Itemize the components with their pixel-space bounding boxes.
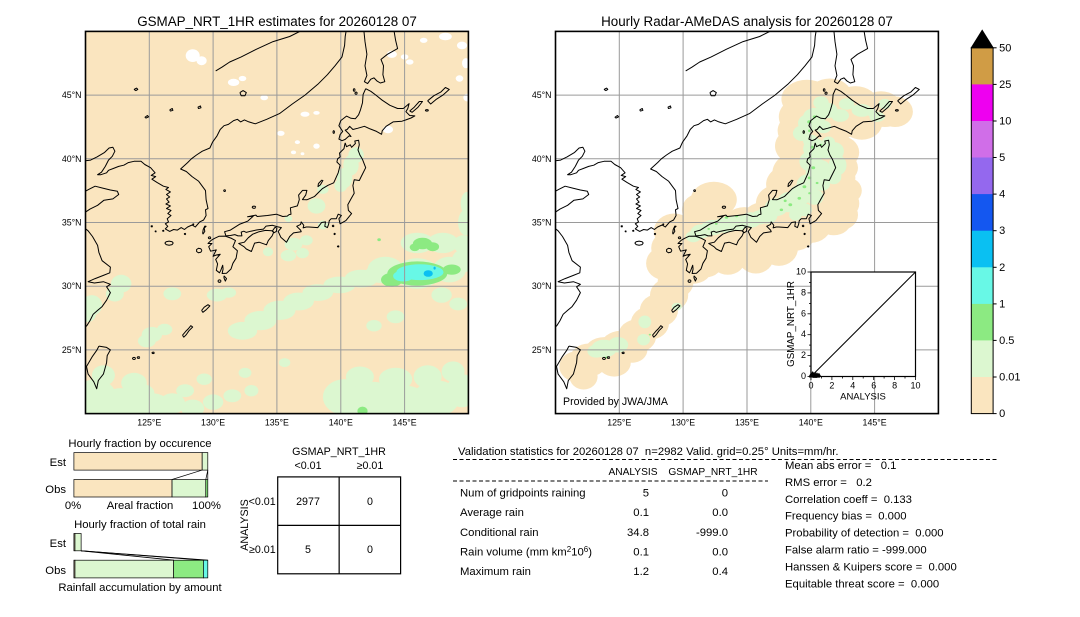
svg-text:Provided by JWA/JMA: Provided by JWA/JMA (563, 396, 669, 408)
svg-text:45°N: 45°N (532, 90, 552, 100)
svg-text:0.0: 0.0 (712, 507, 728, 519)
svg-text:0.01: 0.01 (999, 372, 1020, 384)
svg-text:0.5: 0.5 (999, 335, 1014, 347)
svg-text:5: 5 (305, 544, 311, 556)
svg-text:≥0.01: ≥0.01 (249, 544, 276, 556)
svg-text:Obs: Obs (45, 484, 66, 496)
svg-text:Equitable threat score = 0.00: Equitable threat score = 0.000 (785, 578, 939, 590)
svg-text:145°E: 145°E (863, 418, 887, 428)
svg-text:Probability of detection = 0.: Probability of detection = 0.000 (785, 528, 944, 540)
svg-text:Frequency bias = 0.000: Frequency bias = 0.000 (785, 511, 907, 523)
svg-text:Rain volume (mm km2106): Rain volume (mm km2106) (460, 545, 592, 559)
svg-text:0.4: 0.4 (712, 566, 728, 578)
svg-text:0: 0 (367, 496, 373, 508)
svg-text:Obs: Obs (45, 565, 66, 577)
svg-text:8: 8 (892, 381, 897, 391)
svg-text:0: 0 (801, 371, 806, 381)
svg-text:Conditional rain: Conditional rain (460, 527, 539, 539)
svg-text:140°E: 140°E (799, 418, 823, 428)
svg-text:ANALYSIS: ANALYSIS (608, 467, 657, 478)
svg-text:0%: 0% (65, 500, 81, 512)
svg-text:35°N: 35°N (62, 218, 82, 228)
svg-text:Average rain: Average rain (460, 507, 524, 519)
svg-text:False alarm ratio = -999.000: False alarm ratio = -999.000 (785, 545, 927, 557)
svg-text:130°E: 130°E (201, 418, 225, 428)
svg-text:5: 5 (999, 152, 1005, 164)
svg-text:45°N: 45°N (62, 90, 82, 100)
svg-text:130°E: 130°E (671, 418, 695, 428)
svg-text:40°N: 40°N (62, 154, 82, 164)
svg-text:GSMAP_NRT_1HR: GSMAP_NRT_1HR (292, 446, 386, 458)
svg-text:8: 8 (801, 287, 806, 297)
svg-text:2: 2 (999, 262, 1005, 274)
svg-text:RMS error = 0.2: RMS error = 0.2 (785, 477, 872, 489)
svg-text:6: 6 (801, 308, 806, 318)
svg-text:135°E: 135°E (265, 418, 289, 428)
svg-text:140°E: 140°E (329, 418, 353, 428)
svg-text:0: 0 (722, 488, 728, 500)
svg-text:10: 10 (796, 267, 806, 277)
svg-text:GSMAP_NRT_1HR: GSMAP_NRT_1HR (668, 467, 757, 478)
svg-text:GSMAP_NRT_1HR: GSMAP_NRT_1HR (786, 281, 797, 367)
svg-text:Maximum rain: Maximum rain (460, 566, 531, 578)
svg-text:34.8: 34.8 (627, 527, 649, 539)
svg-text:135°E: 135°E (735, 418, 759, 428)
svg-text:2977: 2977 (296, 496, 320, 508)
svg-text:ANALYSIS: ANALYSIS (239, 499, 251, 550)
svg-text:Areal fraction: Areal fraction (107, 500, 174, 512)
svg-text:125°E: 125°E (607, 418, 631, 428)
svg-text:5: 5 (643, 488, 649, 500)
svg-text:1.2: 1.2 (633, 566, 649, 578)
svg-text:-999.0: -999.0 (696, 527, 728, 539)
svg-text:10: 10 (910, 381, 920, 391)
svg-text:10: 10 (999, 116, 1011, 128)
svg-text:Hanssen & Kuipers score = 0.0: Hanssen & Kuipers score = 0.000 (785, 561, 957, 573)
svg-text:ANALYSIS: ANALYSIS (840, 392, 886, 403)
svg-text:GSMAP_NRT_1HR estimates for 20: GSMAP_NRT_1HR estimates for 20260128 07 (137, 14, 417, 29)
svg-text:Num of gridpoints raining: Num of gridpoints raining (460, 488, 586, 500)
svg-text:0: 0 (367, 544, 373, 556)
svg-text:100%: 100% (192, 500, 221, 512)
svg-text:25°N: 25°N (62, 345, 82, 355)
svg-text:Hourly Radar-AMeDAS analysis f: Hourly Radar-AMeDAS analysis for 2026012… (601, 14, 893, 29)
svg-text:Hourly fraction by occurence: Hourly fraction by occurence (68, 438, 211, 450)
svg-text:Validation statistics for 2026: Validation statistics for 20260128 07 n=… (458, 446, 839, 458)
svg-text:1: 1 (999, 298, 1005, 310)
svg-text:2: 2 (801, 350, 806, 360)
svg-text:Rainfall accumulation by amoun: Rainfall accumulation by amount (58, 582, 222, 594)
svg-text:Mean abs error = 0.1: Mean abs error = 0.1 (785, 460, 896, 472)
svg-text:Est: Est (50, 457, 67, 469)
svg-text:6: 6 (871, 381, 876, 391)
svg-text:4: 4 (850, 381, 855, 391)
svg-text:Est: Est (50, 538, 67, 550)
svg-text:30°N: 30°N (62, 281, 82, 291)
svg-text:125°E: 125°E (137, 418, 161, 428)
svg-text:≥0.01: ≥0.01 (357, 460, 384, 472)
svg-text:<0.01: <0.01 (249, 496, 276, 508)
svg-text:Hourly fraction of total rain: Hourly fraction of total rain (74, 519, 206, 531)
svg-text:0.1: 0.1 (633, 507, 649, 519)
svg-text:Correlation coeff = 0.133: Correlation coeff = 0.133 (785, 494, 912, 506)
svg-text:40°N: 40°N (532, 154, 552, 164)
svg-text:0: 0 (999, 408, 1005, 420)
svg-text:145°E: 145°E (393, 418, 417, 428)
svg-text:0: 0 (808, 381, 813, 391)
svg-text:0.1: 0.1 (633, 546, 649, 558)
svg-text:35°N: 35°N (532, 218, 552, 228)
svg-text:25°N: 25°N (532, 345, 552, 355)
svg-text:2: 2 (829, 381, 834, 391)
svg-text:0.0: 0.0 (712, 546, 728, 558)
svg-text:30°N: 30°N (532, 281, 552, 291)
svg-text:4: 4 (999, 189, 1005, 201)
svg-text:3: 3 (999, 225, 1005, 237)
svg-text:25: 25 (999, 79, 1011, 91)
svg-text:<0.01: <0.01 (294, 460, 321, 472)
svg-text:4: 4 (801, 329, 806, 339)
svg-text:50: 50 (999, 42, 1011, 54)
